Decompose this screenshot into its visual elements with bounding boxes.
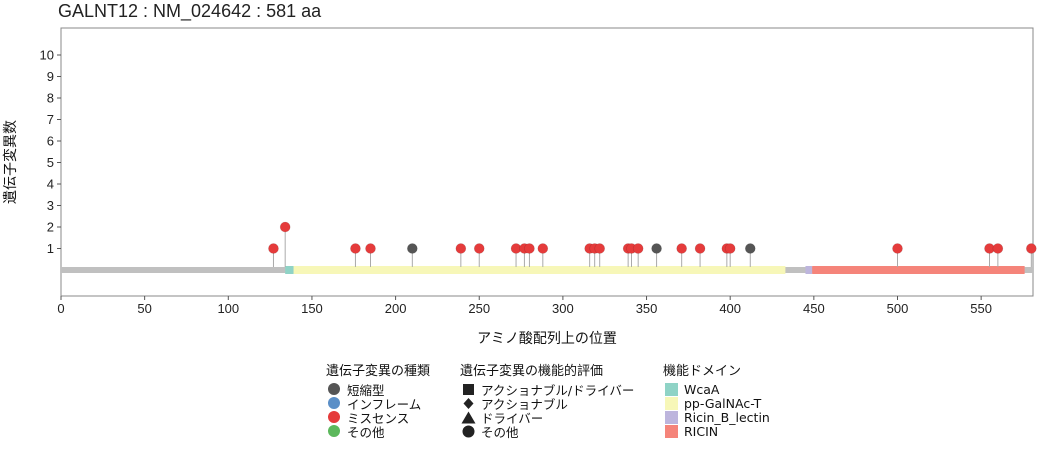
legend-functional-square-item: アクショナブル/ドライバー	[460, 382, 635, 398]
legend-functional-triangle-item-symbol	[460, 410, 476, 424]
mutation-point[interactable]	[455, 243, 467, 254]
mutation-point[interactable]	[365, 243, 376, 254]
legend-mutation-type-item: 短縮型	[326, 382, 430, 398]
y-tick-label: 10	[40, 48, 54, 63]
legend-domain-item-symbol	[663, 424, 679, 438]
x-tick-label: 550	[970, 301, 992, 316]
domain-ricin-b-lectin	[805, 266, 813, 274]
y-tick-label: 1	[47, 241, 54, 256]
legend-functional-square-item-symbol	[460, 382, 476, 396]
y-tick-label: 8	[47, 91, 54, 106]
legend-mutation-type-item-symbol	[326, 382, 342, 396]
y-tick-label: 4	[47, 177, 54, 192]
legend-domain-item-label: pp-GalNAc-T	[684, 395, 762, 411]
x-tick-label: 350	[636, 301, 658, 316]
legend-functional-diamond-item: アクショナブル	[460, 396, 634, 412]
y-tick-label: 9	[47, 69, 54, 84]
legend-functional-triangle-item: ドライバー	[460, 410, 634, 426]
legend-functional-square-item-label: アクショナブル/ドライバー	[481, 382, 635, 398]
plot-frame	[60, 27, 1034, 297]
legend-domain-item: Ricin_B_lectin	[663, 409, 770, 425]
legend-mutation-type-item-symbol	[326, 396, 342, 410]
legend-domain-item: RICIN	[663, 423, 770, 439]
mutation-point[interactable]	[279, 221, 291, 233]
mutation-point[interactable]	[407, 243, 418, 254]
mutation-point[interactable]	[524, 243, 535, 254]
domain-wcaa	[285, 266, 294, 274]
mutation-point[interactable]	[724, 243, 736, 254]
legend-domain-item: WcaA	[663, 381, 770, 397]
legend-functional-diamond-item-symbol	[460, 396, 476, 410]
legend-mutation-type-item: その他	[326, 424, 430, 440]
mutation-point[interactable]	[1026, 243, 1037, 254]
legend-functional-triangle-item-label: ドライバー	[481, 410, 544, 426]
legend-mutation-type: 遺伝子変異の種類 短縮型 インフレーム ミスセンス その他	[326, 360, 431, 440]
y-tick-label: 2	[47, 220, 54, 235]
legend-functional-title: 遺伝子変異の機能的評価	[460, 364, 604, 379]
y-axis-title: 遺伝子変異数	[2, 120, 19, 204]
legend-domain-title: 機能ドメイン	[663, 364, 742, 379]
legend-mutation-type-item-symbol	[326, 410, 342, 424]
x-axis-title: アミノ酸配列上の位置	[477, 331, 617, 347]
legend-mutation-type-item: ミスセンス	[326, 410, 430, 426]
legend-mutation-type-item-symbol	[326, 424, 342, 438]
x-tick-label: 400	[719, 301, 741, 316]
y-tick-label: 7	[47, 112, 54, 127]
legend-mutation-type-item: インフレーム	[326, 396, 430, 412]
lollipop-heads	[268, 221, 1037, 254]
legend-domain-item: pp-GalNAc-T	[663, 395, 770, 411]
mutation-point[interactable]	[676, 243, 687, 254]
x-tick-label: 450	[803, 301, 825, 316]
legend-functional-diamond-item-label: アクショナブル	[481, 396, 568, 412]
y-tick-label: 3	[47, 198, 54, 213]
legend-domain-item-symbol	[663, 410, 679, 424]
lollipop-chart: 0 50 100 150 200 250 300 350 400 450 500 550 1 2 3 4 5 6…	[2, 27, 1037, 347]
legend-domain-item-label: WcaA	[684, 381, 720, 397]
mutation-point[interactable]	[594, 243, 605, 254]
mutation-point[interactable]	[350, 243, 361, 254]
x-tick-label: 0	[57, 301, 64, 316]
mutation-point[interactable]	[268, 243, 279, 254]
legend-domain-item-label: RICIN	[684, 423, 719, 439]
legend-domain-item-label: Ricin_B_lectin	[684, 409, 770, 425]
y-tick-label: 6	[47, 134, 54, 149]
protein-backbone-layer	[61, 266, 1033, 274]
y-tick-label: 5	[47, 155, 54, 170]
mutation-point[interactable]	[992, 243, 1004, 254]
y-axis: 1 2 3 4 5 6 7 8 9 10	[40, 48, 61, 256]
mutation-point[interactable]	[651, 243, 662, 254]
legend-domain-item-symbol	[663, 382, 679, 396]
mutation-point[interactable]	[694, 243, 706, 254]
mutation-point[interactable]	[473, 243, 485, 254]
legend-functional: 遺伝子変異の機能的評価 アクショナブル/ドライバー アクショナブル ドライバー その他	[460, 360, 635, 440]
legend-mutation-type-item-label: 短縮型	[347, 382, 385, 398]
x-tick-label: 150	[301, 301, 323, 316]
legend-mutation-type-item-label: ミスセンス	[347, 410, 410, 426]
x-tick-label: 500	[887, 301, 909, 316]
mutation-point[interactable]	[892, 243, 903, 254]
x-tick-label: 200	[385, 301, 407, 316]
x-tick-label: 100	[217, 301, 239, 316]
x-tick-label: 250	[468, 301, 490, 316]
legend-mutation-type-item-label: インフレーム	[347, 396, 422, 412]
legend-mutation-type-item-label: その他	[347, 424, 385, 440]
legend-mutation-type-title: 遺伝子変異の種類	[326, 364, 431, 379]
x-tick-label: 300	[552, 301, 574, 316]
x-tick-label: 50	[137, 301, 151, 316]
x-axis: 0 50 100 150 200 250 300 350 400 450 500 550	[57, 296, 992, 316]
legend-domain: 機能ドメイン WcaA pp-GalNAc-T Ricin_B_lectin RICI…	[663, 360, 770, 439]
domain-ricin	[812, 266, 1025, 274]
mutation-point[interactable]	[632, 243, 644, 254]
mutation-point[interactable]	[537, 243, 549, 254]
legend-functional-circle-item-symbol	[460, 424, 476, 438]
domain-pp-galnac-t	[293, 266, 786, 274]
mutation-point[interactable]	[744, 243, 756, 254]
legend-functional-circle-item: その他	[460, 424, 634, 440]
chart-title: GALNT12 : NM_024642 : 581 aa	[58, 1, 322, 21]
legend-functional-circle-item-label: その他	[481, 424, 519, 440]
legend-domain-item-symbol	[663, 396, 679, 410]
